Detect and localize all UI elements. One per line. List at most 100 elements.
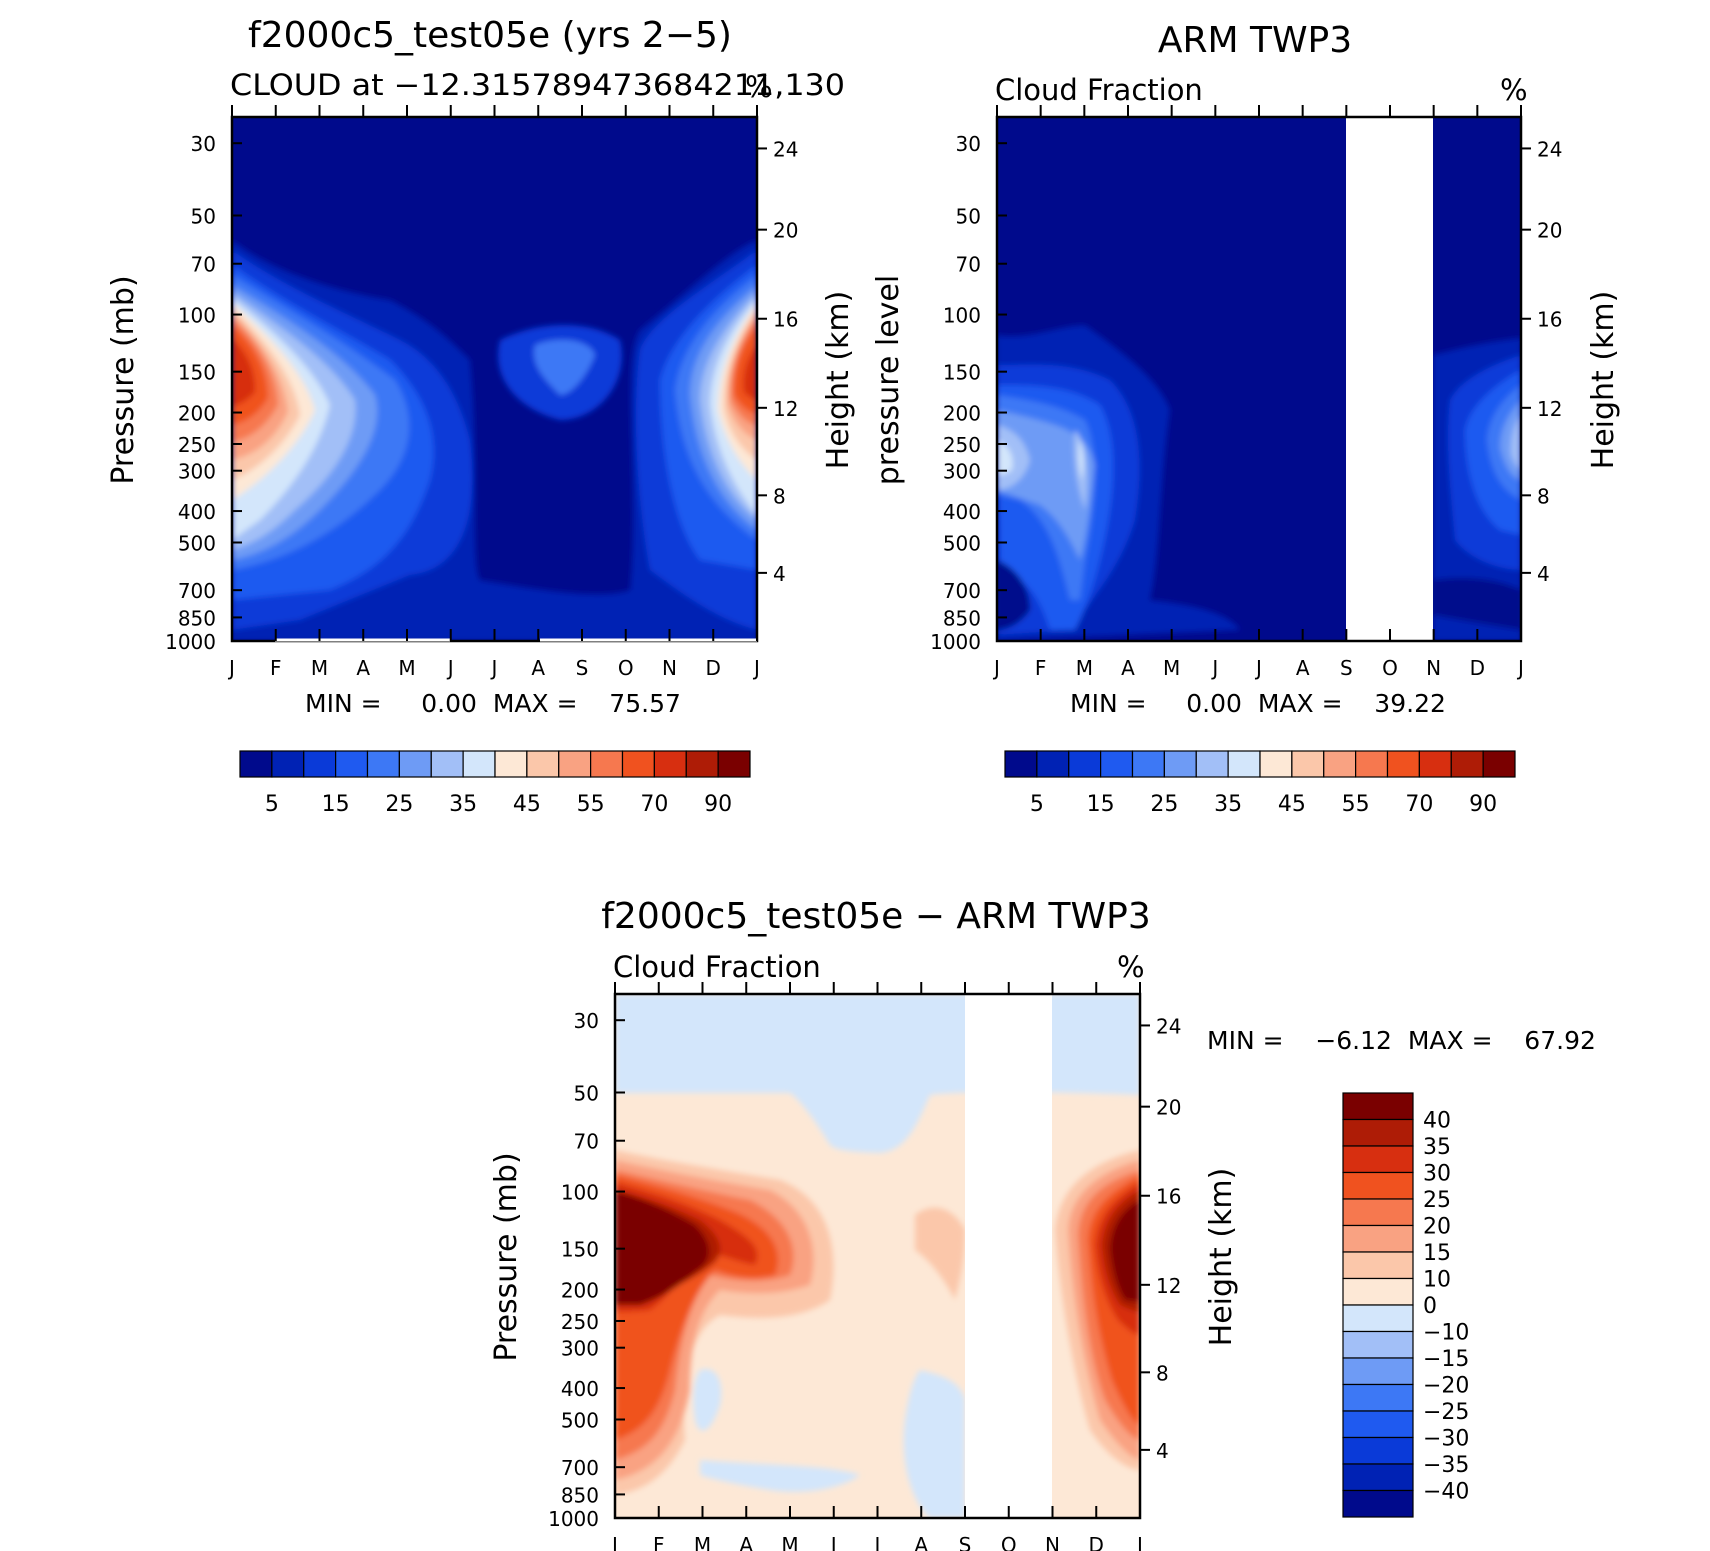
month-tick-label: J bbox=[610, 1533, 618, 1551]
pressure-tick-label: 30 bbox=[574, 1009, 599, 1033]
month-tick-label: J bbox=[227, 656, 235, 680]
pressure-tick-label: 850 bbox=[943, 606, 981, 630]
panel-diff-minmax: MIN = −6.12 MAX = 67.92 bbox=[1207, 1026, 1596, 1055]
month-tick-label: S bbox=[1340, 656, 1353, 680]
height-tick-label: 12 bbox=[1156, 1274, 1181, 1298]
pressure-tick-label: 200 bbox=[561, 1279, 599, 1303]
month-tick-label: F bbox=[270, 656, 282, 680]
colorbar-label: 35 bbox=[1423, 1135, 1451, 1160]
contour-level-pos-7b bbox=[1110, 1200, 1140, 1302]
pressure-tick-label: 250 bbox=[943, 433, 981, 457]
height-tick-label: 8 bbox=[1537, 484, 1550, 508]
colorbar-swatch bbox=[1342, 1171, 1414, 1200]
colorbar-swatch bbox=[1342, 1489, 1414, 1518]
colorbar-swatch bbox=[1482, 750, 1516, 778]
height-tick-label: 24 bbox=[1156, 1014, 1181, 1038]
colorbar-swatch bbox=[366, 750, 400, 778]
contour-level-7 bbox=[997, 440, 1013, 475]
height-tick-label: 8 bbox=[1156, 1361, 1169, 1385]
pressure-tick-label: 250 bbox=[178, 433, 216, 457]
colorbar-label: 10 bbox=[1423, 1268, 1451, 1293]
contour-level-neg-d bbox=[903, 1370, 965, 1518]
pressure-tick-label: 50 bbox=[191, 205, 216, 229]
month-tick-label: M bbox=[1163, 656, 1180, 680]
panel-model-subtitle: CLOUD at −12.315789473684211,130 bbox=[230, 68, 845, 102]
height-tick-label: 20 bbox=[1156, 1096, 1181, 1120]
contour-level-13b bbox=[743, 345, 757, 400]
colorbar-swatch bbox=[1195, 750, 1229, 778]
colorbar-swatch bbox=[1036, 750, 1070, 778]
missing-data-gap bbox=[1346, 117, 1433, 641]
panel-diff-subtitle: Cloud Fraction bbox=[613, 950, 821, 984]
month-tick-label: A bbox=[739, 1533, 753, 1551]
colorbar-label: −15 bbox=[1423, 1347, 1469, 1372]
colorbar-swatch bbox=[1342, 1251, 1414, 1280]
colorbar-label: 45 bbox=[513, 792, 541, 817]
panel-model-units: % bbox=[745, 70, 773, 104]
height-tick-label: 24 bbox=[1537, 137, 1562, 161]
pressure-tick-label: 100 bbox=[561, 1181, 599, 1205]
contour-level-neg-b bbox=[693, 1369, 722, 1431]
pressure-tick-label: 250 bbox=[561, 1310, 599, 1334]
colorbar-label: 15 bbox=[322, 792, 350, 817]
pressure-tick-label: 70 bbox=[191, 253, 216, 277]
month-tick-label: J bbox=[829, 1533, 837, 1551]
colorbar-label: 30 bbox=[1423, 1162, 1451, 1187]
colorbar-label: 35 bbox=[1214, 792, 1242, 817]
colorbar-label: −10 bbox=[1423, 1321, 1469, 1346]
pressure-tick-label: 700 bbox=[943, 579, 981, 603]
panel-diff-units: % bbox=[1117, 950, 1145, 984]
height-tick-label: 24 bbox=[773, 137, 798, 161]
pressure-tick-label: 850 bbox=[561, 1483, 599, 1507]
colorbar-swatch bbox=[1342, 1463, 1414, 1492]
panel-diff-ylabel-right: Height (km) bbox=[1204, 1168, 1239, 1347]
colorbar-swatch bbox=[590, 750, 624, 778]
panel-obs-subtitle: Cloud Fraction bbox=[995, 73, 1203, 107]
colorbar-swatch bbox=[653, 750, 687, 778]
month-tick-label: D bbox=[706, 656, 721, 680]
pressure-tick-label: 200 bbox=[178, 402, 216, 426]
panel-model-ylabel: Pressure (mb) bbox=[106, 275, 141, 484]
month-tick-label: J bbox=[1135, 1533, 1143, 1551]
panel-obs-ylabel-right: Height (km) bbox=[1586, 291, 1621, 470]
colorbar-label: 55 bbox=[577, 792, 605, 817]
panel-obs-field bbox=[997, 117, 1521, 641]
month-tick-label: D bbox=[1089, 1533, 1104, 1551]
pressure-tick-label: 1000 bbox=[930, 630, 981, 654]
height-tick-label: 4 bbox=[1537, 562, 1550, 586]
month-tick-label: M bbox=[311, 656, 328, 680]
colorbar-label: 25 bbox=[1423, 1188, 1451, 1213]
panel-diff-field bbox=[615, 994, 1140, 1518]
colorbar-swatch bbox=[1342, 1224, 1414, 1253]
colorbar-swatch bbox=[1342, 1304, 1414, 1333]
colorbar-swatch bbox=[621, 750, 655, 778]
month-tick-label: N bbox=[1426, 656, 1441, 680]
colorbar-swatch bbox=[1342, 1118, 1414, 1147]
contour-level-pos-1b bbox=[915, 1207, 965, 1300]
pressure-tick-label: 300 bbox=[943, 460, 981, 484]
month-tick-label: N bbox=[662, 656, 677, 680]
contour-level-r6 bbox=[1510, 415, 1521, 470]
pressure-tick-label: 400 bbox=[943, 500, 981, 524]
height-tick-label: 12 bbox=[1537, 397, 1562, 421]
month-tick-label: J bbox=[873, 1533, 881, 1551]
month-tick-label: M bbox=[781, 1533, 798, 1551]
colorbar-label: 5 bbox=[1030, 792, 1044, 817]
contour-level-3c bbox=[534, 339, 595, 395]
height-tick-label: 16 bbox=[1156, 1185, 1181, 1209]
colorbar-label: 90 bbox=[1469, 792, 1497, 817]
pressure-tick-label: 50 bbox=[574, 1082, 599, 1106]
colorbar-swatch bbox=[239, 750, 273, 778]
colorbar-swatch bbox=[271, 750, 305, 778]
colorbar-swatch bbox=[1227, 750, 1261, 778]
colorbar-label: 15 bbox=[1087, 792, 1115, 817]
pressure-tick-label: 100 bbox=[943, 304, 981, 328]
colorbar-swatch bbox=[526, 750, 560, 778]
pressure-tick-label: 300 bbox=[178, 460, 216, 484]
pressure-tick-label: 100 bbox=[178, 304, 216, 328]
colorbar-swatch bbox=[1342, 1410, 1414, 1439]
panel-diff-ylabel: Pressure (mb) bbox=[489, 1152, 524, 1361]
pressure-tick-label: 30 bbox=[956, 132, 981, 156]
month-tick-label: A bbox=[531, 656, 545, 680]
height-tick-label: 20 bbox=[1537, 219, 1562, 243]
